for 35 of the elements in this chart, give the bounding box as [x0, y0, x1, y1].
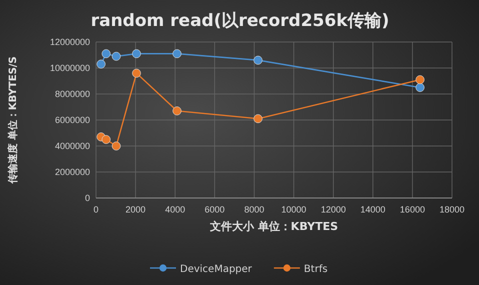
- point: [96, 60, 106, 69]
- y-axis-title: 传输速度 单位：KBYTES/S: [7, 56, 19, 185]
- point: [112, 52, 121, 61]
- x-tick-label: 10000: [281, 204, 306, 214]
- y-tick-label: 2000000: [54, 166, 90, 177]
- legend-label: DeviceMapper: [180, 264, 253, 275]
- point: [112, 142, 121, 150]
- x-tick-label: 18000: [439, 204, 465, 214]
- point: [254, 114, 262, 124]
- point: [254, 56, 262, 65]
- y-tick-label: 6000000: [54, 114, 90, 125]
- point: [172, 106, 182, 116]
- x-tick-label: 4000: [165, 204, 186, 214]
- x-tick-label: 14000: [360, 204, 386, 214]
- point: [132, 68, 141, 78]
- point: [416, 75, 424, 84]
- x-axis-title: 文件大小 单位：KBYTES: [208, 220, 338, 233]
- x-tick-label: 2000: [126, 204, 146, 214]
- y-tick-label: 8000000: [54, 88, 90, 99]
- x-tick-label: 6000: [204, 204, 225, 214]
- x-tick-label: 8000: [244, 204, 264, 214]
- x-tick-label: 16000: [400, 204, 425, 214]
- x-tick-label: 12000: [320, 204, 346, 214]
- y-tick-label: 0: [84, 192, 90, 203]
- point: [416, 83, 424, 92]
- point: [132, 49, 141, 58]
- x-tick-label: 0: [93, 204, 99, 214]
- legend-label: Btrfs: [304, 264, 328, 275]
- point: [102, 49, 111, 58]
- chart-title: random read(以record256k传输): [90, 11, 390, 31]
- point: [102, 135, 111, 144]
- point: [172, 49, 182, 58]
- y-tick-label: 12000000: [50, 36, 90, 47]
- y-tick-label: 10000000: [50, 62, 90, 73]
- y-tick-label: 4000000: [54, 140, 90, 151]
